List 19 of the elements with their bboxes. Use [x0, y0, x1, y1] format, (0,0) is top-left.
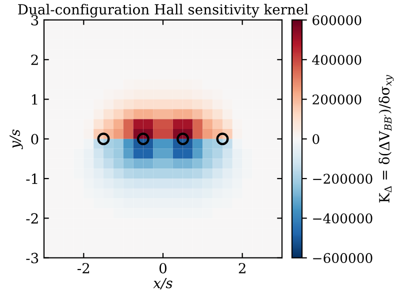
- color-bar-title: K$_{Δ}$ = δ(ΔV$_{BB′}$)/δσ$_{xy}$: [378, 74, 394, 202]
- y-tick-label: 2: [31, 54, 38, 65]
- x-tick-label: 2: [238, 262, 246, 274]
- color-bar-label: −200000: [313, 174, 372, 184]
- y-tick-label: -1: [26, 174, 38, 184]
- color-bar-label: −600000: [313, 253, 372, 264]
- y-tick-label: -2: [26, 213, 38, 224]
- y-tick-label: 1: [32, 94, 38, 105]
- y-axis-title: y/s: [10, 130, 23, 150]
- color-bar-label: 200000: [312, 94, 362, 104]
- x-axis-title: x/s: [153, 278, 172, 290]
- y-tick-label: -3: [26, 252, 38, 264]
- y-tick-label: 0: [31, 134, 38, 144]
- color-bar-label: 0: [312, 134, 320, 144]
- color-bar-label: 400000: [312, 54, 362, 65]
- color-bar-label: 600000: [312, 15, 362, 26]
- x-tick-label: -2: [78, 262, 90, 274]
- color-bar-label: −400000: [313, 213, 372, 224]
- x-tick-label: 0: [159, 262, 166, 274]
